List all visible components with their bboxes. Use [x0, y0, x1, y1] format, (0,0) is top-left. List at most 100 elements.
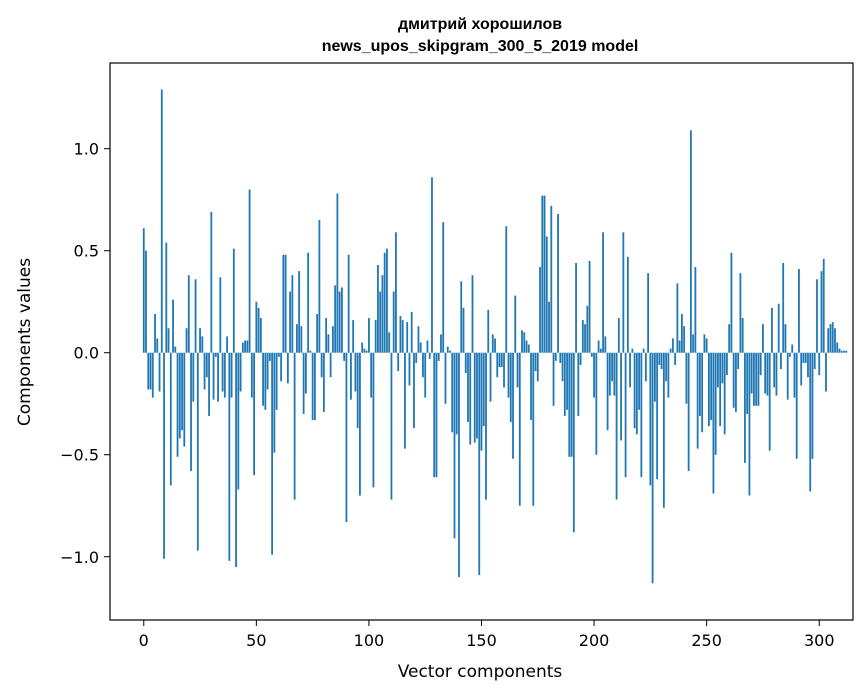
bar-33 — [217, 352, 219, 402]
bar-6 — [156, 338, 159, 353]
bar-183 — [554, 352, 557, 361]
bar-263 — [735, 352, 737, 412]
bar-162 — [507, 352, 510, 398]
bar-287 — [789, 352, 791, 357]
bar-97 — [361, 342, 364, 353]
bar-155 — [491, 334, 494, 353]
bar-258 — [723, 352, 726, 435]
bar-247 — [699, 352, 701, 416]
bar-38 — [228, 352, 231, 561]
bar-170 — [525, 340, 528, 353]
bar-96 — [359, 352, 361, 496]
bar-77 — [316, 313, 319, 353]
bar-193 — [577, 352, 580, 416]
bar-100 — [368, 318, 370, 353]
bar-230 — [660, 352, 663, 370]
bar-163 — [509, 352, 512, 423]
bar-306 — [831, 322, 834, 353]
bar-228 — [656, 352, 659, 480]
bar-271 — [753, 352, 755, 406]
bar-55 — [266, 352, 269, 390]
bar-39 — [230, 352, 233, 398]
bar-235 — [671, 338, 674, 353]
bar-34 — [219, 277, 222, 353]
bar-49 — [253, 352, 255, 476]
x-tick-label: 150 — [466, 631, 497, 650]
bar-120 — [413, 352, 415, 429]
bar-157 — [496, 352, 499, 378]
x-axis-ticks: 0 50 100 150 200 250 300 — [139, 620, 835, 650]
bar-24 — [196, 352, 199, 551]
bar-179 — [545, 236, 548, 353]
bar-187 — [563, 352, 566, 416]
bar-180 — [548, 301, 550, 353]
y-tick-label: −1.0 — [60, 548, 99, 567]
bar-212 — [620, 352, 622, 441]
y-axis-label: Components values — [15, 258, 35, 426]
bar-253 — [712, 352, 715, 494]
bar-40 — [232, 248, 235, 353]
bar-69 — [298, 271, 301, 353]
bar-236 — [674, 352, 677, 365]
bar-246 — [696, 352, 699, 449]
bar-173 — [532, 352, 535, 506]
bar-237 — [676, 283, 679, 353]
bar-35 — [221, 352, 224, 392]
bar-229 — [658, 352, 661, 365]
bar-286 — [786, 352, 789, 400]
bar-301 — [820, 271, 823, 353]
bar-213 — [622, 232, 625, 353]
bar-82 — [327, 334, 330, 353]
bar-119 — [410, 311, 413, 353]
bar-266 — [741, 318, 744, 353]
bar-152 — [485, 352, 487, 500]
bar-282 — [777, 303, 780, 353]
x-axis-label: Vector components — [398, 662, 563, 682]
bar-72 — [304, 352, 307, 394]
bar-238 — [678, 340, 681, 353]
bar-116 — [404, 352, 406, 449]
bar-245 — [694, 267, 697, 353]
bar-147 — [473, 352, 476, 443]
bar-276 — [764, 352, 767, 394]
bar-87 — [338, 291, 341, 353]
bar-249 — [703, 334, 706, 353]
bar-175 — [536, 352, 539, 382]
bar-88 — [341, 287, 343, 353]
bar-74 — [309, 350, 312, 353]
bar-75 — [311, 352, 314, 421]
bar-58 — [273, 352, 276, 453]
bar-66 — [291, 275, 294, 353]
bar-137 — [451, 352, 454, 433]
bar-136 — [449, 350, 451, 353]
bar-308 — [836, 342, 839, 353]
x-tick-label: 100 — [354, 631, 385, 650]
bar-252 — [710, 352, 713, 421]
bar-222 — [642, 348, 645, 353]
bar-9 — [163, 352, 165, 559]
bar-26 — [201, 336, 204, 353]
bar-190 — [570, 352, 573, 457]
bar-292 — [800, 352, 803, 386]
bar-207 — [608, 352, 611, 396]
bar-123 — [419, 342, 422, 353]
bar-112 — [395, 232, 397, 353]
bar-231 — [662, 352, 665, 508]
bar-52 — [259, 318, 262, 353]
bar-115 — [401, 320, 404, 353]
bar-149 — [478, 352, 481, 576]
bar-99 — [365, 350, 368, 353]
y-tick-label: −0.5 — [60, 446, 99, 465]
bar-288 — [791, 344, 794, 353]
bar-126 — [426, 340, 429, 353]
bar-48 — [250, 352, 253, 398]
bar-22 — [192, 352, 195, 402]
bar-251 — [708, 352, 710, 427]
bar-177 — [541, 195, 544, 353]
bar-76 — [313, 352, 316, 421]
bar-242 — [687, 352, 690, 472]
bar-278 — [768, 352, 771, 451]
bar-70 — [300, 326, 303, 353]
bar-104 — [377, 264, 379, 353]
bar-108 — [386, 248, 388, 353]
